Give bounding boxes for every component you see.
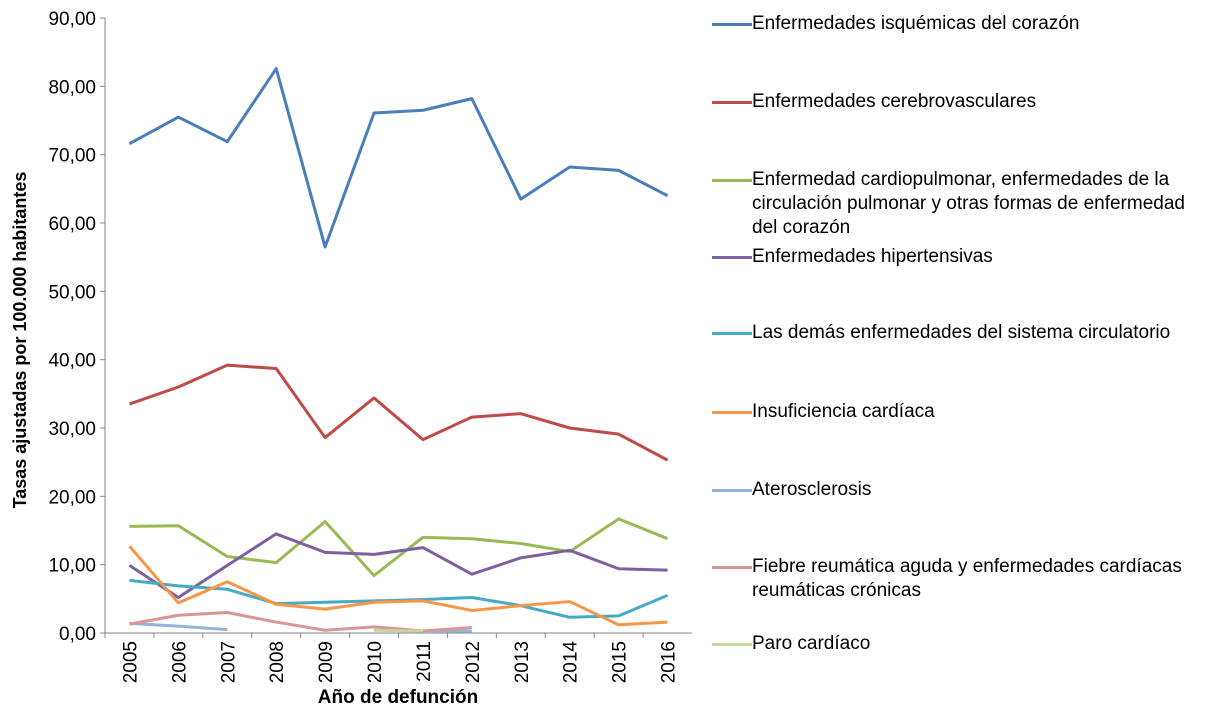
y-tick-label: 20,00 bbox=[48, 487, 96, 508]
x-tick-label: 2016 bbox=[659, 641, 680, 683]
y-axis-title: Tasas ajustadas por 100.000 habitantes bbox=[10, 172, 30, 509]
legend-label: Fiebre reumática aguda y enfermedades ca… bbox=[752, 556, 1182, 601]
series-line bbox=[374, 628, 423, 633]
x-tick-label: 2005 bbox=[120, 641, 141, 683]
y-tick-label: 0,00 bbox=[59, 624, 96, 645]
y-tick-label: 10,00 bbox=[48, 556, 96, 577]
legend-label: Aterosclerosis bbox=[752, 479, 872, 500]
legend-entry: Paro cardíaco bbox=[712, 632, 1202, 656]
legend-label: Enfermedades isquémicas del corazón bbox=[752, 13, 1080, 34]
legend-swatch bbox=[712, 256, 752, 259]
legend-label: Las demás enfermedades del sistema circu… bbox=[752, 322, 1171, 343]
series-line bbox=[128, 532, 668, 599]
legend-entry: Enfermedades isquémicas del corazón bbox=[712, 12, 1202, 36]
legend-swatch bbox=[712, 332, 752, 335]
legend-label: Enfermedades hipertensivas bbox=[752, 246, 993, 267]
y-tick-label: 40,00 bbox=[48, 351, 96, 372]
x-tick-label: 2014 bbox=[561, 641, 582, 684]
legend-swatch bbox=[712, 566, 752, 569]
legend-entry: Aterosclerosis bbox=[712, 478, 1202, 502]
legend-entry: Las demás enfermedades del sistema circu… bbox=[712, 321, 1202, 345]
legend-label: Insuficiencia cardíaca bbox=[752, 401, 935, 422]
series-line bbox=[128, 363, 669, 462]
legend-swatch bbox=[712, 101, 752, 104]
y-tick-label: 60,00 bbox=[48, 214, 96, 235]
series-line bbox=[129, 621, 228, 632]
y-tick-label: 90,00 bbox=[48, 9, 96, 30]
legend-entry: Insuficiencia cardíaca bbox=[712, 400, 1202, 424]
x-tick-label: 2008 bbox=[267, 641, 288, 683]
legend-label: Enfermedad cardiopulmonar, enfermedades … bbox=[752, 169, 1185, 238]
x-tick-label: 2012 bbox=[463, 641, 484, 683]
legend-label: Paro cardíaco bbox=[752, 633, 871, 654]
y-tick-label: 70,00 bbox=[48, 146, 96, 167]
legend-swatch bbox=[712, 643, 752, 646]
y-tick-label: 30,00 bbox=[48, 419, 96, 440]
series-line bbox=[129, 578, 669, 619]
y-tick-label: 50,00 bbox=[48, 282, 96, 303]
x-tick-label: 2006 bbox=[169, 641, 190, 683]
legend-entry: Enfermedades hipertensivas bbox=[712, 245, 1202, 269]
y-tick-label: 80,00 bbox=[48, 77, 96, 98]
x-tick-label: 2010 bbox=[365, 641, 386, 683]
x-tick-label: 2009 bbox=[316, 641, 337, 683]
legend-entry: Fiebre reumática aguda y enfermedades ca… bbox=[712, 555, 1202, 603]
legend-label: Enfermedades cerebrovasculares bbox=[752, 91, 1037, 112]
x-tick-label: 2015 bbox=[610, 641, 631, 683]
x-tick-label: 2013 bbox=[512, 641, 533, 683]
legend-swatch bbox=[712, 23, 752, 26]
legend-swatch bbox=[712, 179, 752, 182]
legend-swatch bbox=[712, 411, 752, 414]
legend-entry: Enfermedades cerebrovasculares bbox=[712, 90, 1202, 114]
series-line bbox=[129, 611, 472, 633]
series-line bbox=[128, 545, 668, 627]
series-line bbox=[129, 517, 669, 578]
series-line bbox=[128, 67, 669, 249]
x-tick-label: 2011 bbox=[414, 641, 435, 682]
legend-entry: Enfermedad cardiopulmonar, enfermedades … bbox=[712, 168, 1202, 240]
legend-swatch bbox=[712, 489, 752, 492]
x-axis-title: Año de defunción bbox=[318, 687, 478, 708]
x-tick-label: 2007 bbox=[218, 641, 239, 683]
